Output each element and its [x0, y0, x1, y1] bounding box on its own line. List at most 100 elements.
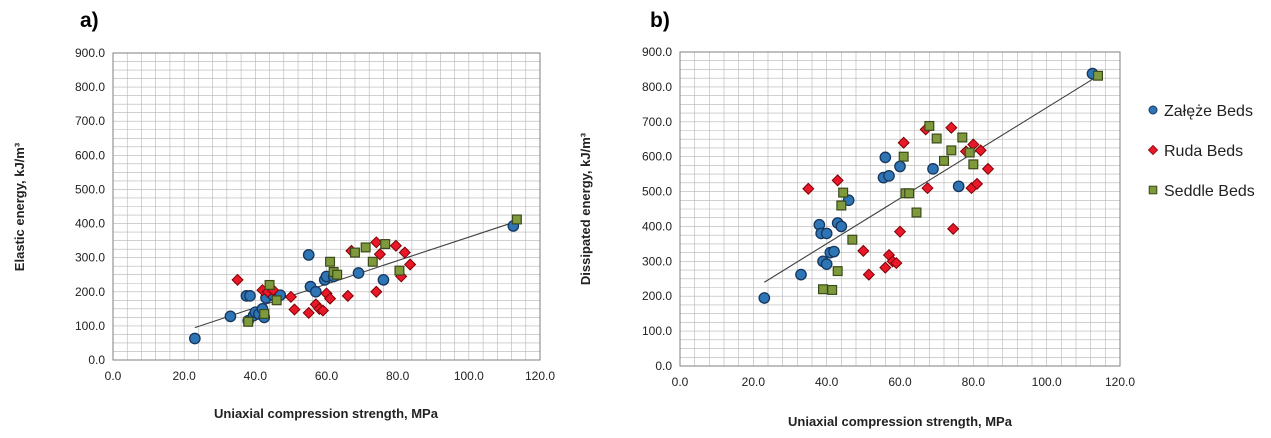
y-axis-title: Elastic energy, kJ/m³	[12, 142, 27, 271]
y-tick-label: 200.0	[642, 289, 672, 303]
y-tick-label: 900.0	[75, 46, 105, 60]
ruda-data-point	[893, 225, 907, 238]
zaleze-data-point	[758, 292, 771, 304]
ruda-data-point	[370, 236, 383, 249]
ruda-data-point	[404, 258, 417, 271]
ruda-data-point	[831, 174, 844, 187]
seddle-data-point	[938, 155, 949, 166]
y-tick-label: 700.0	[642, 115, 672, 129]
seddle-data-point	[511, 214, 522, 225]
x-tick-label: 60.0	[315, 369, 339, 383]
legend-label-zaleze: Załęże Beds	[1164, 103, 1253, 120]
y-tick-label: 800.0	[75, 80, 105, 94]
seddle-data-point	[964, 147, 975, 158]
seddle-data-point	[259, 308, 270, 319]
seddle-data-point	[380, 239, 391, 250]
legend-label-ruda: Ruda Beds	[1164, 143, 1243, 160]
seddle-data-point	[243, 316, 254, 327]
seddle-data-point	[1092, 70, 1103, 81]
seddle-data-point	[838, 187, 849, 198]
seddle-data-point	[817, 284, 828, 295]
zaleze-data-point	[927, 163, 939, 175]
trend-line	[764, 77, 1095, 283]
ruda-data-point	[316, 304, 330, 317]
zaleze-data-point	[188, 332, 201, 345]
y-tick-label: 200.0	[75, 285, 105, 299]
seddle-data-point	[367, 256, 378, 267]
legend-marker-seddle	[1148, 185, 1158, 195]
x-tick-label: 80.0	[386, 369, 410, 383]
x-axis-title: Uniaxial compression strength, MPa	[788, 414, 1013, 429]
seddle-data-point	[924, 120, 935, 131]
y-tick-label: 300.0	[642, 254, 672, 268]
ruda-data-point	[981, 162, 995, 175]
zaleze-data-point	[879, 151, 892, 164]
ruda-data-point	[947, 222, 960, 235]
legend-marker-ruda	[1147, 144, 1159, 156]
y-tick-label: 600.0	[75, 148, 105, 162]
x-tick-label: 100.0	[454, 369, 484, 383]
y-tick-label: 700.0	[75, 114, 105, 128]
y-tick-label: 800.0	[642, 80, 672, 94]
y-tick-label: 400.0	[75, 217, 105, 231]
seddle-data-point	[911, 207, 922, 218]
seddle-data-point	[349, 247, 360, 258]
ruda-data-point	[897, 136, 910, 149]
ruda-data-point	[389, 239, 402, 252]
zaleze-data-point	[820, 258, 833, 270]
x-tick-label: 40.0	[815, 375, 839, 389]
ruda-data-point	[341, 289, 354, 302]
x-axis-title: Uniaxial compression strength, MPa	[214, 406, 439, 421]
ruda-data-point	[974, 144, 987, 157]
seddle-data-point	[847, 234, 858, 245]
x-tick-label: 0.0	[105, 369, 122, 383]
zaleze-data-point	[352, 267, 365, 279]
x-tick-label: 60.0	[888, 375, 912, 389]
ruda-data-point	[288, 303, 301, 316]
zaleze-data-point	[244, 290, 256, 302]
seddle-data-point	[898, 151, 909, 162]
ruda-data-point	[879, 261, 892, 274]
zaleze-data-point	[377, 273, 390, 286]
zaleze-data-point	[883, 170, 895, 182]
seddle-data-point	[360, 242, 371, 253]
zaleze-data-point	[828, 245, 840, 258]
ruda-data-point	[302, 306, 315, 320]
zaleze-data-point	[952, 180, 965, 193]
plot-area-frame	[679, 51, 1121, 367]
x-tick-label: 40.0	[244, 369, 268, 383]
zaleze-data-point	[795, 268, 807, 281]
seddle-data-point	[394, 265, 405, 276]
y-tick-label: 0.0	[655, 359, 672, 373]
ruda-data-point	[398, 246, 411, 259]
y-tick-label: 900.0	[642, 45, 672, 59]
x-tick-label: 0.0	[672, 375, 689, 389]
ruda-data-point	[284, 290, 298, 304]
plot-area-frame	[112, 52, 541, 361]
ruda-data-point	[231, 273, 244, 286]
chart-panel-a: 0.0 20.0 40.0 60.0 80.0 100.0 120.0 0.0 100.0 200…	[12, 9, 555, 421]
seddle-data-point	[325, 256, 336, 267]
ruda-data-point	[370, 285, 383, 298]
chart-panel-b: 0.0 20.0 40.0 60.0 80.0 100.0 120.0 0.0 100.0 200…	[578, 9, 1135, 429]
x-tick-label: 80.0	[962, 375, 986, 389]
y-tick-label: 400.0	[642, 219, 672, 233]
zaleze-data-point	[820, 227, 833, 240]
y-tick-label: 500.0	[642, 185, 672, 199]
x-tick-label: 20.0	[172, 369, 196, 383]
seddle-data-point	[931, 133, 942, 144]
zaleze-data-point	[224, 310, 237, 323]
seddle-data-point	[271, 295, 282, 306]
seddle-data-point	[832, 266, 843, 277]
legend-marker-zaleze	[1148, 105, 1158, 115]
ruda-data-point	[373, 248, 386, 261]
y-tick-label: 0.0	[88, 353, 105, 367]
y-axis-title: Dissipated energy, kJ/m³	[578, 132, 593, 285]
x-tick-label: 120.0	[1105, 375, 1135, 389]
y-tick-label: 100.0	[642, 324, 672, 338]
seddle-data-point	[836, 200, 847, 211]
panel-label: b)	[650, 9, 670, 32]
seddle-data-point	[904, 188, 915, 199]
ruda-data-point	[945, 121, 958, 134]
